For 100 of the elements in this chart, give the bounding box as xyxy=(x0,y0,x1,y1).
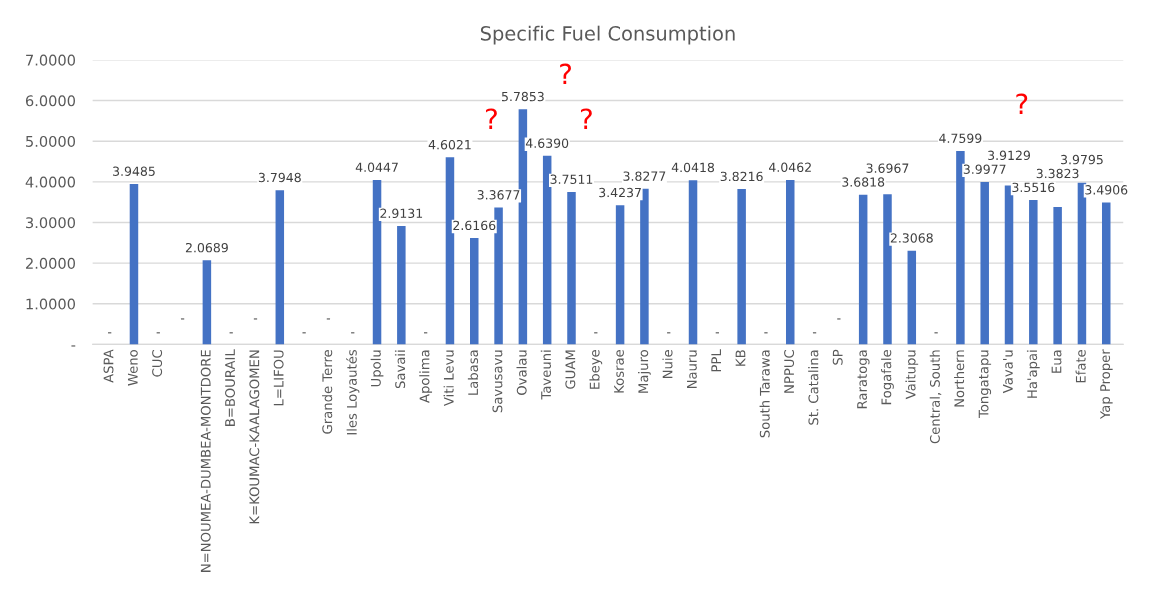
bar xyxy=(688,180,698,345)
bar xyxy=(372,180,382,345)
x-tick-label: Apolima xyxy=(419,350,433,403)
x-tick-label: N=NOUMEA-DUMBEA-MONTDORE xyxy=(200,350,211,572)
data-label: 4.6390 xyxy=(525,138,569,148)
x-tick-label: South Tarawa xyxy=(759,350,770,438)
y-tick-label: 6.0000 xyxy=(25,95,75,107)
x-tick-label: K=KOUMAC-KAALAGOMEN xyxy=(249,350,260,524)
x-tick-label: Vaitupu xyxy=(905,350,919,400)
data-label: - xyxy=(108,332,112,334)
x-tick-label: Vava'u xyxy=(1003,350,1013,394)
bar xyxy=(397,226,406,345)
annotation: ? xyxy=(1016,93,1028,115)
data-label: - xyxy=(326,318,331,320)
bar xyxy=(470,238,479,345)
x-tick-label: Taveuni xyxy=(540,350,552,400)
bar xyxy=(615,205,625,345)
y-tick-label: 5.0000 xyxy=(26,135,75,147)
x-tick-label: Ebeye xyxy=(589,349,603,389)
x-tick-label: B=BOURAIL xyxy=(225,349,236,426)
data-label: - xyxy=(667,332,671,334)
bar xyxy=(1004,185,1014,345)
data-label: - xyxy=(424,332,428,334)
x-tick-label: Nauru xyxy=(687,350,697,389)
bar xyxy=(1053,206,1062,345)
bar xyxy=(858,194,868,345)
bar xyxy=(907,250,917,345)
x-tick-label: Upolu xyxy=(370,350,384,387)
y-tick-label: 4.0000 xyxy=(25,176,75,188)
bar xyxy=(202,260,212,345)
data-label: - xyxy=(934,332,938,334)
data-label: 4.0462 xyxy=(769,162,811,172)
annotation: ? xyxy=(560,63,571,85)
x-tick-label: Tongatapu xyxy=(978,350,992,419)
data-label: - xyxy=(229,332,233,334)
data-label: 3.4237 xyxy=(599,187,641,198)
data-label: - xyxy=(156,332,160,334)
x-tick-label: Fogafale xyxy=(881,349,894,405)
bar xyxy=(494,207,503,345)
data-label: - xyxy=(715,332,719,334)
x-tick-label: Eua xyxy=(1051,350,1062,373)
bar xyxy=(1101,202,1111,345)
data-label: 2.3068 xyxy=(890,233,933,243)
bar xyxy=(956,150,965,345)
x-tick-label: ASPA xyxy=(103,349,114,383)
data-label: 4.0418 xyxy=(671,162,715,173)
x-tick-label: Ha'apai xyxy=(1026,350,1040,398)
x-tick-label: Savaii xyxy=(394,350,406,389)
data-label: 3.6967 xyxy=(866,163,909,173)
bar xyxy=(980,181,989,345)
x-tick-label: Yap Proper xyxy=(1100,349,1113,420)
x-tick-label: Grande Terre xyxy=(322,349,333,434)
x-tick-label: Savusavu xyxy=(492,350,503,413)
data-label: 3.9485 xyxy=(113,166,155,176)
data-label: - xyxy=(594,332,598,334)
x-tick-label: NPPUC xyxy=(784,350,795,393)
y-tick-label: 1.0000 xyxy=(26,298,75,310)
data-label: 4.6021 xyxy=(428,139,471,150)
bar xyxy=(518,109,528,345)
data-label: 3.5516 xyxy=(1012,182,1055,193)
x-tick-label: Efate xyxy=(1075,349,1086,383)
data-label: 3.9977 xyxy=(963,164,1006,174)
x-tick-label: SP xyxy=(832,349,843,365)
x-tick-label: Central, South xyxy=(929,350,942,444)
x-tick-label: KB xyxy=(735,350,746,366)
data-label: 5.7853 xyxy=(501,91,544,102)
x-tick-label: Viti Levu xyxy=(443,350,454,407)
data-label: 2.6166 xyxy=(453,220,496,231)
data-label: 4.0447 xyxy=(355,162,398,173)
data-label: 3.9795 xyxy=(1061,154,1103,165)
data-label: 3.6818 xyxy=(842,177,885,187)
bar xyxy=(883,194,892,345)
y-tick-label: 7.0000 xyxy=(26,54,75,66)
x-tick-label: L=LIFOU xyxy=(273,350,284,406)
bar xyxy=(640,188,649,345)
x-tick-label: PPL xyxy=(711,349,721,372)
bar xyxy=(275,190,285,345)
data-label: - xyxy=(812,332,817,334)
bar xyxy=(1029,200,1038,345)
bar xyxy=(129,183,139,345)
bar xyxy=(567,191,576,345)
data-label: 2.0689 xyxy=(185,242,228,253)
bar xyxy=(786,179,795,345)
x-tick-label: GUAM xyxy=(565,350,576,389)
bar xyxy=(1077,182,1087,345)
data-label: 3.7948 xyxy=(258,172,301,183)
data-label: 3.3823 xyxy=(1036,168,1079,179)
x-tick-label: Labasa xyxy=(467,350,479,395)
data-label: - xyxy=(253,318,258,320)
data-label: 3.3677 xyxy=(477,190,520,200)
x-tick-label: CUC xyxy=(152,350,163,377)
x-tick-label: Kosrae xyxy=(614,349,624,393)
x-tick-label: Weno xyxy=(127,350,138,386)
data-label: 3.4906 xyxy=(1085,185,1128,195)
x-tick-label: Northern xyxy=(954,350,965,407)
data-label: - xyxy=(764,332,768,334)
data-label: 4.7599 xyxy=(939,133,982,143)
bar xyxy=(542,155,552,345)
data-label: - xyxy=(351,332,355,334)
x-tick-label: Ovalau xyxy=(516,350,527,395)
